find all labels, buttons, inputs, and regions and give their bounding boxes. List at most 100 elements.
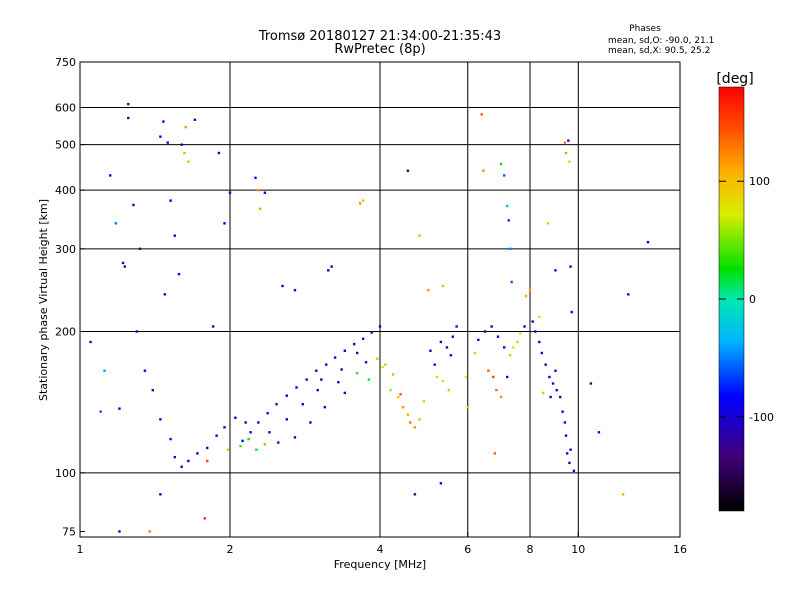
data-point [455,325,458,328]
data-point [255,448,258,451]
data-point [441,379,445,383]
data-point [466,405,469,409]
data-point [281,284,284,288]
phase-o-stats: mean, sd,O: -90.0, 21.1 [608,36,714,46]
data-point [177,272,181,276]
data-point [433,363,436,366]
x-tick-label: 4 [377,543,384,556]
data-point [564,151,568,155]
data-point [118,407,121,410]
data-point [572,469,576,473]
data-point [223,222,226,225]
data-point [337,380,340,384]
colorbar: [deg] 100 0 -100 [716,71,774,512]
data-point [285,418,288,421]
data-point [435,375,438,379]
data-point [422,400,426,403]
data-point [378,325,382,328]
data-point [327,269,330,272]
data-point [505,375,509,379]
data-point [305,378,308,381]
data-point [159,135,162,138]
y-tick-label: 750 [55,56,76,69]
data-point [103,369,106,372]
data-point [340,368,343,371]
data-point [364,361,368,364]
data-point [502,346,506,349]
data-point [325,363,328,366]
data-point [531,320,534,323]
data-point [381,365,384,369]
data-point [254,176,257,180]
data-point [109,174,112,177]
data-point [89,340,92,344]
data-point [309,421,312,424]
data-point [447,388,451,392]
data-point [551,382,555,385]
data-point [352,342,356,346]
data-point [295,386,298,389]
data-point [563,421,567,424]
data-point [528,288,532,292]
data-point [401,405,405,409]
data-point [205,459,209,463]
data-point [391,373,395,376]
colorbar-tick-label: 0 [749,293,756,306]
data-point [333,356,337,359]
data-point [548,375,551,379]
phase-summary: Phases mean, sd,O: -90.0, 21.1 mean, sd,… [608,24,714,56]
data-point [132,203,135,207]
data-point [564,434,568,437]
y-axis-ticks: 75 100 200 300 400 500 600 750 [55,56,85,538]
data-point [323,405,327,409]
data-point [541,391,545,395]
data-point [567,139,570,142]
x-axis-ticks: 1 2 4 6 8 10 16 [77,532,687,556]
x-tick-label: 1 [77,543,84,556]
data-point [451,335,455,338]
data-point [263,191,267,194]
data-point [418,234,421,237]
x-axis-label: Frequency [MHz] [334,558,426,571]
data-point [266,411,269,415]
x-tick-label: 10 [571,543,585,556]
data-point [180,465,183,469]
data-point [285,394,288,397]
data-point [493,452,497,455]
data-point [589,382,593,385]
data-point [597,431,601,434]
data-point [487,369,490,372]
data-point [568,461,571,465]
data-point [492,375,495,379]
data-point [538,315,541,318]
data-point [114,222,118,225]
data-point [163,293,167,296]
data-point [477,338,480,342]
data-point [565,452,569,455]
data-point [330,265,333,268]
data-point [570,310,573,314]
data-point [293,288,297,292]
data-point [540,351,544,355]
data-point [355,372,359,375]
data-point [370,331,373,334]
data-point [169,199,172,202]
data-point [159,418,162,421]
data-point [118,530,121,533]
data-point [315,369,318,372]
data-point [409,421,412,424]
data-point [151,388,155,392]
data-point [166,141,169,144]
data-points [89,102,650,533]
data-point [244,421,247,424]
y-tick-label: 75 [62,525,76,538]
y-tick-label: 100 [55,467,76,480]
data-point [355,351,359,355]
data-point [496,335,500,338]
data-point [621,493,625,496]
data-point [555,388,558,392]
data-point [563,141,567,144]
data-point [427,288,430,292]
data-point [523,325,526,328]
data-point [241,439,244,443]
